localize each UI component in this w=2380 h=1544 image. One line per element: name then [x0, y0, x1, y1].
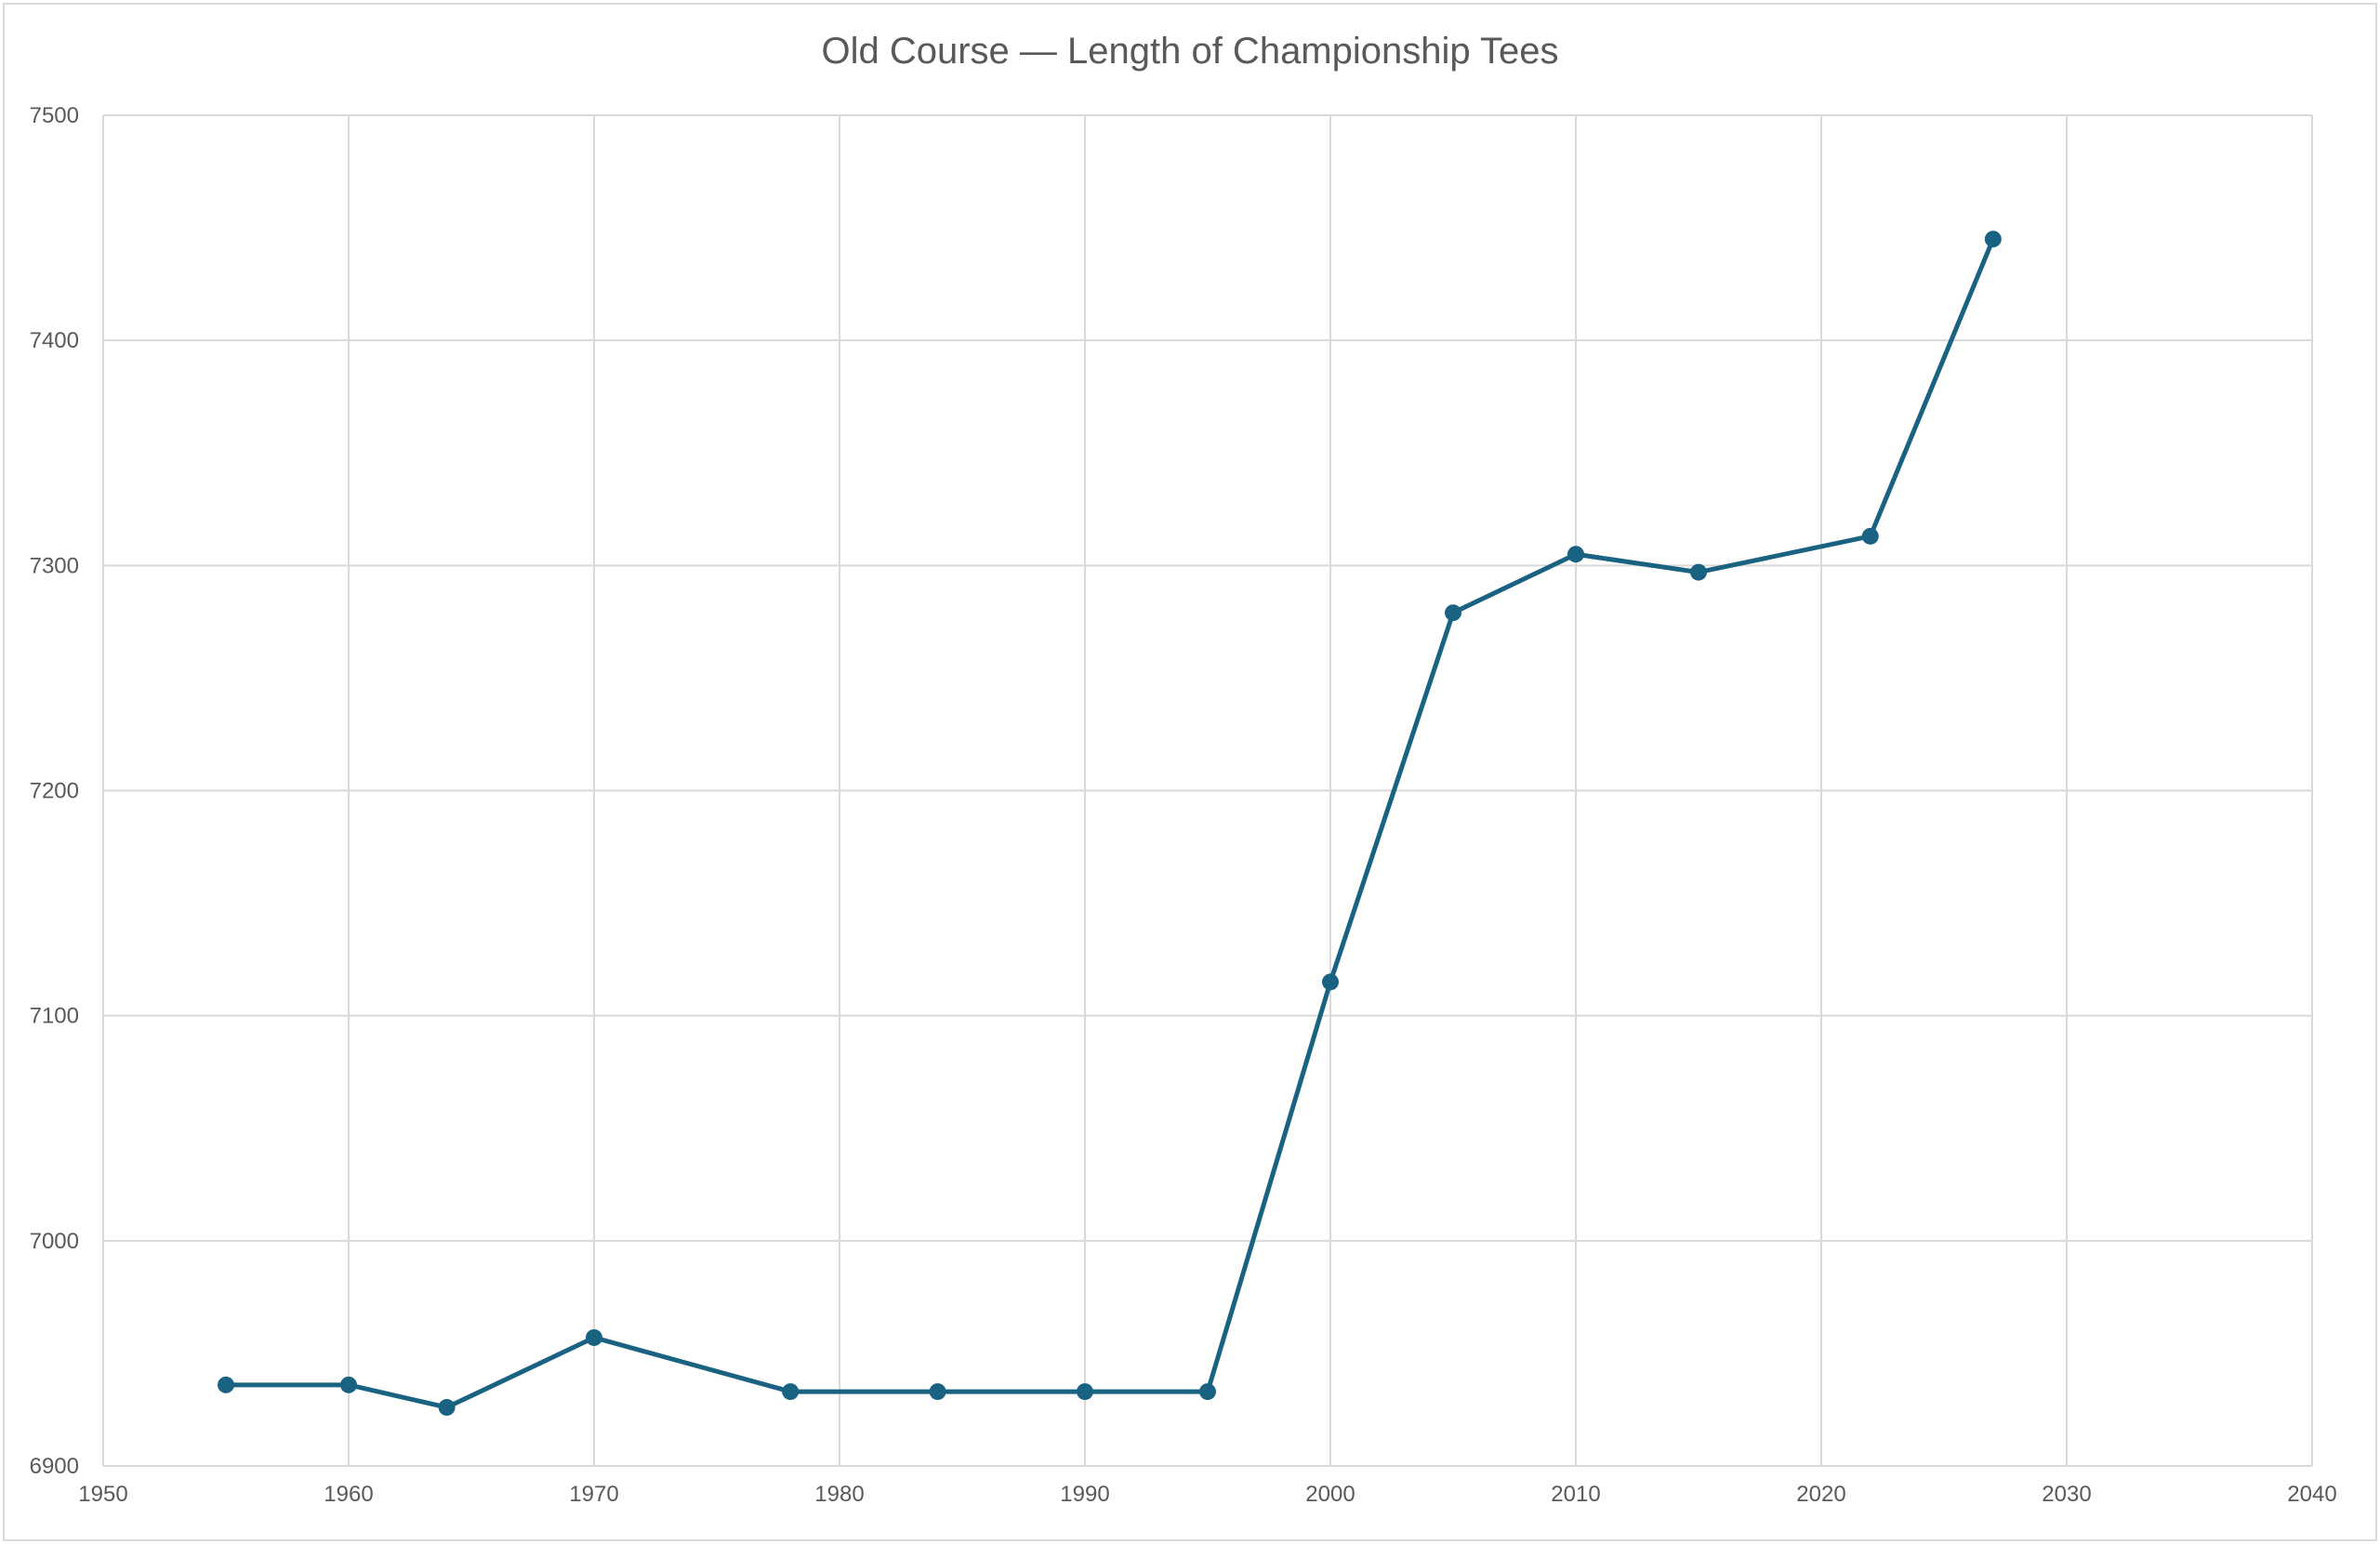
y-tick-label: 7500: [30, 103, 79, 128]
y-axis-ticks: 6900 7000 7100 7200 7300 7400 7500: [30, 103, 79, 1479]
data-point: [1199, 1383, 1216, 1401]
chart-title: Old Course — Length of Championship Tees: [821, 31, 1558, 72]
data-point: [340, 1376, 357, 1393]
data-point: [1567, 546, 1584, 563]
data-point: [1077, 1383, 1093, 1401]
y-tick-label: 6900: [30, 1454, 79, 1479]
x-tick-label: 2000: [1305, 1482, 1355, 1507]
y-tick-label: 7300: [30, 553, 79, 578]
data-point: [218, 1376, 234, 1393]
x-tick-label: 1990: [1060, 1482, 1109, 1507]
x-tick-label: 2020: [1796, 1482, 1845, 1507]
gridlines: [102, 114, 2313, 1467]
series: [218, 231, 2002, 1417]
x-tick-label: 1980: [814, 1482, 864, 1507]
data-point: [1445, 604, 1461, 622]
data-point: [1984, 231, 2002, 248]
x-tick-label: 1960: [324, 1482, 373, 1507]
y-tick-label: 7200: [30, 779, 79, 804]
x-tick-label: 1950: [78, 1482, 127, 1507]
data-point: [1861, 527, 1879, 545]
data-point: [586, 1328, 602, 1346]
data-point: [1690, 563, 1707, 581]
x-tick-label: 1970: [569, 1482, 618, 1507]
x-tick-label: 2040: [2287, 1482, 2336, 1507]
series-line: [226, 238, 1996, 1410]
x-tick-label: 2030: [2042, 1482, 2091, 1507]
y-tick-label: 7400: [30, 328, 79, 353]
data-point: [1322, 973, 1339, 991]
chart-frame: [3, 3, 2377, 1541]
data-point: [782, 1383, 800, 1401]
x-axis-ticks: 1950 1960 1970 1980 1990 2000 2010 2020 2030 2040: [78, 1482, 2336, 1507]
data-point: [438, 1399, 456, 1417]
data-point: [929, 1383, 946, 1401]
y-tick-label: 7100: [30, 1004, 79, 1029]
x-tick-label: 2010: [1551, 1482, 1600, 1507]
y-tick-label: 7000: [30, 1229, 79, 1254]
